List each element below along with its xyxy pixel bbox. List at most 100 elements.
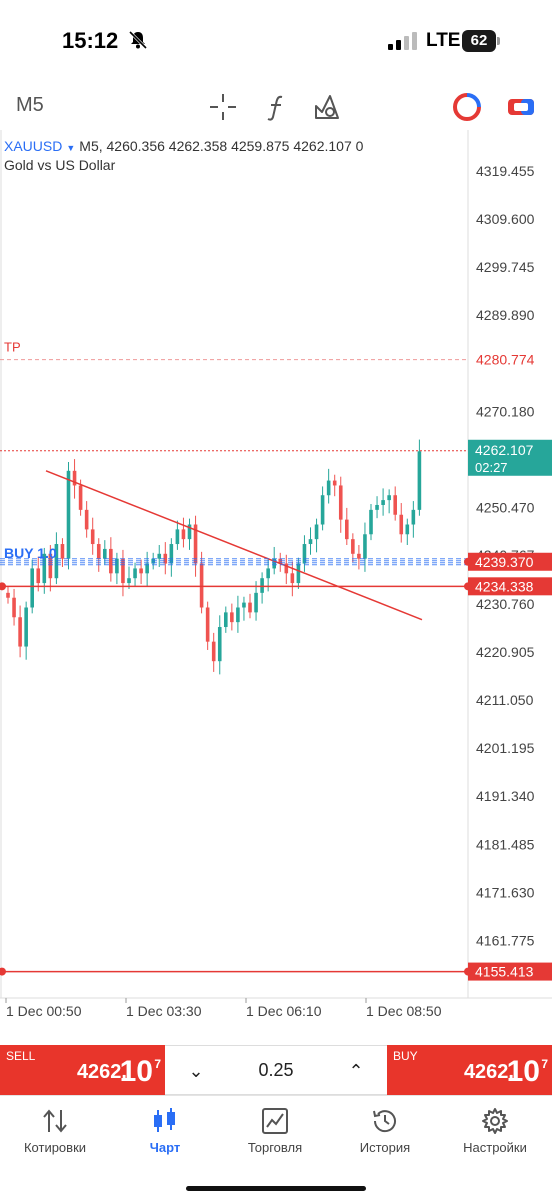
price-tick-label: 4319.455	[476, 163, 535, 179]
candle-body	[308, 539, 313, 545]
candle-body	[351, 539, 355, 554]
nav-label: Чарт	[149, 1140, 181, 1155]
sell-price-big: 10	[119, 1055, 153, 1088]
candle-body	[224, 612, 228, 628]
candle-body	[399, 514, 404, 535]
nav-label: Торговля	[247, 1140, 303, 1155]
time-tick-label: 1 Dec 03:30	[126, 1003, 202, 1019]
price-tick-label: 4250.470	[476, 500, 535, 516]
candle-body	[163, 553, 168, 564]
candle-body	[121, 558, 125, 584]
volume-value[interactable]: 0.25	[258, 1060, 294, 1080]
sell-price-main: 4262.	[76, 1061, 127, 1083]
buy-price-main: 4262.	[463, 1061, 514, 1083]
crosshair-icon[interactable]	[208, 92, 238, 122]
trend-line[interactable]	[45, 470, 423, 621]
price-tick-label: 4289.890	[476, 307, 535, 323]
buy-entry-badge-dot	[464, 557, 472, 566]
candle-body	[145, 563, 149, 574]
home-indicator	[186, 1186, 366, 1191]
trade-icon	[262, 1108, 288, 1134]
candle-body	[12, 597, 16, 618]
candle-body	[393, 495, 397, 515]
nav-quotes[interactable]: Котировки	[0, 1104, 110, 1174]
candle-body	[236, 607, 240, 623]
candle-body	[248, 602, 252, 613]
candle-body	[217, 627, 222, 662]
candle-body	[326, 480, 331, 496]
candle-body	[187, 524, 192, 540]
buy-button[interactable]: BUY 4262. 10 7	[387, 1045, 552, 1095]
price-tick-label: 4299.745	[476, 259, 535, 275]
chart-toolbar: M5	[0, 82, 552, 130]
nav-chart[interactable]: Чарт	[110, 1104, 220, 1174]
volume-decrease-icon[interactable]: ⌄	[188, 1061, 204, 1081]
chart-canvas[interactable]: 4319.455 4309.600 4299.745 4289.890 4270.180…	[0, 130, 552, 1045]
candle-body	[127, 578, 131, 584]
chart-header: XAUUSD ▼ M5, 4260.356 4262.358 4259.875 42…	[4, 138, 363, 154]
symbol-dropdown-icon[interactable]: ▼	[66, 143, 76, 153]
objects-icon[interactable]	[312, 92, 342, 122]
take-profit-label: TP	[4, 340, 21, 355]
volume-control: ⌄ 0.25 ⌃	[165, 1045, 387, 1095]
settings-icon	[482, 1108, 508, 1134]
candle-body	[332, 480, 337, 486]
battery-icon: 62	[462, 30, 500, 52]
candle-body	[272, 558, 276, 569]
bottom-level-handle[interactable]	[0, 967, 6, 976]
candle-body	[314, 524, 319, 540]
price-tick-label: 4230.760	[476, 596, 535, 612]
candle-body	[411, 509, 416, 525]
symbol-name[interactable]: XAUUSD	[4, 138, 63, 154]
stop-loss-handle[interactable]	[0, 582, 6, 591]
price-tick-label: 4309.600	[476, 211, 535, 227]
account-indicator-icon[interactable]	[452, 92, 482, 122]
candle-body	[345, 519, 349, 540]
time-tick-label: 1 Dec 08:50	[366, 1003, 442, 1019]
current-price-value: 4262.107	[475, 442, 534, 458]
trade-bar: SELL 4262. 10 7 ⌄ 0.25 ⌃ BUY 4262. 10 7	[0, 1045, 552, 1095]
candle-body	[42, 553, 47, 584]
timeframe-button[interactable]: M5	[16, 94, 44, 116]
one-click-trading-icon[interactable]	[506, 92, 536, 122]
candle-body	[139, 568, 143, 574]
network-type: LTE	[426, 30, 461, 51]
candle-body	[296, 563, 301, 584]
volume-increase-icon[interactable]: ⌃	[348, 1061, 364, 1081]
status-time: 15:12	[62, 28, 119, 53]
nav-settings[interactable]: Настройки	[440, 1104, 550, 1174]
buy-label: BUY	[393, 1049, 418, 1063]
candle-body	[290, 573, 295, 584]
buy-price-sup: 7	[541, 1057, 548, 1071]
quotes-icon	[43, 1109, 67, 1133]
nav-label: Настройки	[463, 1140, 527, 1155]
function-icon[interactable]	[262, 92, 292, 122]
candle-body	[369, 509, 373, 535]
status-bar: 15:12 LTE 62	[0, 0, 552, 82]
nav-label: Котировки	[23, 1140, 87, 1155]
stop-loss-badge-dot	[464, 582, 472, 591]
price-tick-label: 4181.485	[476, 836, 535, 852]
nav-history[interactable]: История	[330, 1104, 440, 1174]
candle-body	[90, 529, 95, 545]
candle-body	[302, 544, 307, 564]
candle-body	[211, 641, 216, 662]
candle-body	[30, 568, 34, 608]
candle-body	[230, 612, 234, 623]
buy-price-big: 10	[506, 1055, 540, 1088]
candle-body	[417, 451, 422, 510]
price-tick-label: 4201.195	[476, 740, 535, 756]
candle-body	[133, 568, 137, 579]
candle-body	[260, 578, 264, 593]
nav-trade[interactable]: Торговля	[220, 1104, 330, 1174]
candle-body	[375, 504, 379, 510]
candle-body	[175, 529, 180, 545]
chart-icon	[154, 1108, 175, 1132]
price-chart[interactable]: 4319.455 4309.600 4299.745 4289.890 4270.180…	[0, 130, 552, 1045]
candle-body	[242, 602, 246, 608]
candle-body	[109, 548, 113, 574]
candle-body	[193, 524, 198, 564]
sell-button[interactable]: SELL 4262. 10 7	[0, 1045, 165, 1095]
candle-body	[387, 495, 391, 501]
candle-body	[405, 524, 410, 535]
